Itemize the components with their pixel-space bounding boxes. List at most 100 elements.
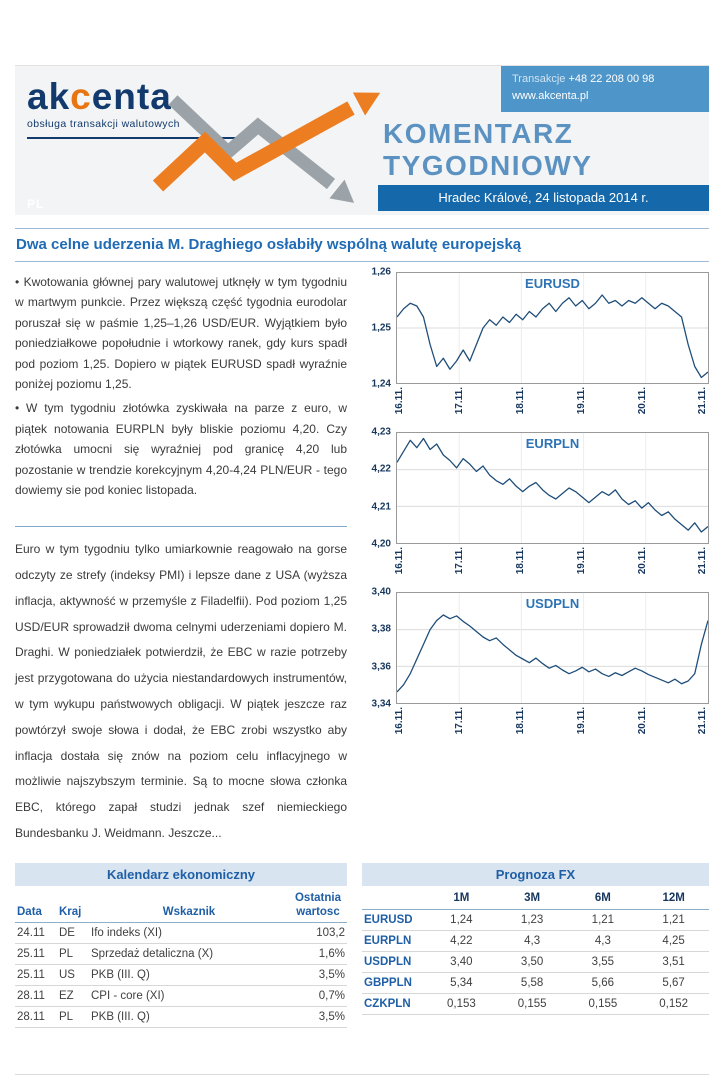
table-row: 28.11 PL PKB (III. Q) 3,5%	[15, 1006, 347, 1029]
calendar-table: Data Kraj Wskaznik Ostatnia wartosc 24.1…	[15, 888, 347, 1029]
table-cell: 0,155	[496, 993, 568, 1015]
table-row: USDPLN 3,40 3,50 3,55 3,51	[362, 951, 709, 973]
newsletter-title-line2: TYGODNIOWY	[383, 149, 593, 181]
chart-plot-area: EURPLN	[396, 432, 709, 544]
table-cell: EURUSD	[362, 909, 426, 931]
table-row: EURUSD 1,24 1,23 1,21 1,21	[362, 909, 709, 931]
orange-up-arrow-line	[152, 101, 355, 192]
table-row: 25.11 US PKB (III. Q) 3,5%	[15, 964, 347, 987]
x-tick-label: 16.11.	[393, 547, 405, 575]
col-header-12m: 12M	[638, 888, 709, 910]
x-tick-label: 17.11.	[454, 547, 466, 575]
table-cell: 4,25	[638, 930, 709, 952]
chart-plot-area: USDPLN	[396, 592, 709, 704]
charts-column: 1,26 1,25 1,24 EURUSD 16.11. 17.11. 18.11. 19…	[362, 267, 709, 847]
trend-arrows-graphic	[152, 82, 388, 215]
contact-phone-line: Transakcje +48 22 208 00 98	[512, 71, 698, 88]
y-tick-label: 4,20	[371, 538, 391, 550]
contact-label: Transakcje	[512, 73, 566, 85]
table-cell: PL	[57, 943, 89, 966]
forecast-header-row: 1M 3M 6M 12M	[362, 888, 709, 910]
chart-eurusd: 1,26 1,25 1,24 EURUSD 16.11. 17.11. 18.11. 19…	[362, 267, 709, 424]
y-tick-label: 3,40	[371, 586, 391, 598]
chart-y-axis: 4,23 4,22 4,21 4,20	[362, 427, 396, 550]
table-cell: Ifo indeks (XI)	[89, 922, 289, 945]
calendar-title: Kalendarz ekonomiczny	[15, 862, 347, 886]
x-tick-label: 19.11.	[575, 547, 587, 575]
x-tick-label: 16.11.	[393, 707, 405, 735]
article-bullet-1: • Kwotowania głównej pary walutowej utkn…	[15, 275, 347, 391]
table-row: GBPPLN 5,34 5,58 5,66 5,67	[362, 972, 709, 994]
chart-x-axis: 16.11. 17.11. 18.11. 19.11. 20.11. 21.11.	[393, 384, 709, 424]
table-cell: 1,21	[567, 909, 639, 931]
date-banner: Hradec Králové, 24 listopada 2014 r.	[378, 185, 709, 211]
table-cell: 4,3	[567, 930, 639, 952]
table-cell: 0,153	[426, 993, 497, 1015]
chart-title: USDPLN	[525, 596, 580, 611]
table-cell: 3,55	[567, 951, 639, 973]
table-cell: 0,152	[638, 993, 709, 1015]
col-header-kraj: Kraj	[57, 888, 89, 924]
x-tick-label: 19.11.	[575, 387, 587, 415]
data-series-line	[397, 439, 708, 533]
y-tick-label: 1,24	[371, 378, 391, 390]
chart-line-svg	[397, 273, 708, 383]
y-tick-label: 3,34	[371, 698, 391, 710]
arrows-svg	[152, 92, 381, 203]
table-row: 28.11 EZ CPI - core (XI) 0,7%	[15, 985, 347, 1008]
col-header-6m: 6M	[567, 888, 639, 910]
logo-part2: enta	[91, 76, 172, 117]
table-cell: 1,21	[638, 909, 709, 931]
x-tick-label: 20.11.	[636, 707, 648, 735]
table-cell: 24.11	[15, 922, 57, 945]
table-cell: CPI - core (XI)	[89, 985, 289, 1008]
table-cell: 5,66	[567, 972, 639, 994]
chart-line-svg	[397, 593, 708, 703]
x-tick-label: 21.11.	[697, 387, 709, 415]
col-header-3m: 3M	[496, 888, 568, 910]
col-header-wskaznik: Wskaznik	[89, 888, 289, 924]
data-series-line	[397, 615, 708, 692]
table-cell: USDPLN	[362, 951, 426, 973]
x-tick-label: 19.11.	[575, 707, 587, 735]
table-cell: PKB (III. Q)	[89, 964, 289, 987]
table-cell: 5,58	[496, 972, 568, 994]
chart-plot-area: EURUSD	[396, 272, 709, 384]
logo-accent-letter: c	[70, 76, 92, 117]
col-header-wartosc: Ostatnia wartosc	[289, 888, 347, 924]
article-headline: Dwa celne uderzenia M. Draghiego osłabił…	[15, 228, 709, 262]
data-series-line	[397, 295, 708, 378]
fx-forecast-panel: Prognoza FX 1M 3M 6M 12M EURUSD 1,24 1,23 1…	[362, 862, 709, 1029]
akcenta-logo: akcenta obsługa transakcji walutowych	[27, 78, 245, 139]
x-tick-label: 18.11.	[515, 387, 527, 415]
chart-y-axis: 1,26 1,25 1,24	[362, 267, 396, 390]
economic-calendar-panel: Kalendarz ekonomiczny Data Kraj Wskaznik…	[15, 862, 347, 1029]
chart-title: EURUSD	[525, 276, 580, 291]
bottom-section: Kalendarz ekonomiczny Data Kraj Wskaznik…	[15, 862, 709, 1029]
chart-x-axis: 16.11. 17.11. 18.11. 19.11. 20.11. 21.11.	[393, 544, 709, 584]
x-tick-label: 16.11.	[393, 387, 405, 415]
article-bullet-2: • W tym tygodniu złotówka zyskiwała na p…	[15, 401, 347, 497]
table-cell: 4,22	[426, 930, 497, 952]
logo-wordmark: akcenta	[27, 78, 245, 115]
chart-y-axis: 3,40 3,38 3,36 3,34	[362, 587, 396, 710]
table-cell: 25.11	[15, 964, 57, 987]
main-content: • Kwotowania głównej pary walutowej utkn…	[15, 267, 709, 847]
col-header-1m: 1M	[426, 888, 497, 910]
newsletter-title: KOMENTARZ TYGODNIOWY	[383, 118, 592, 182]
y-tick-label: 1,25	[371, 322, 391, 334]
table-cell: 3,51	[638, 951, 709, 973]
contact-box: Transakcje +48 22 208 00 98 www.akcenta.…	[501, 66, 709, 113]
table-cell: 3,5%	[289, 1006, 347, 1029]
website-link[interactable]: www.akcenta.pl	[512, 90, 589, 103]
x-tick-label: 21.11.	[697, 547, 709, 575]
table-cell: EZ	[57, 985, 89, 1008]
footer-divider	[15, 1074, 709, 1075]
contact-phone: +48 22 208 00 98	[568, 73, 655, 85]
y-tick-label: 3,36	[371, 661, 391, 673]
orange-arrowhead	[352, 92, 381, 116]
table-row: 25.11 PL Sprzedaż detaliczna (X) 1,6%	[15, 943, 347, 966]
table-cell: 25.11	[15, 943, 57, 966]
x-tick-label: 18.11.	[515, 707, 527, 735]
chart-x-axis: 16.11. 17.11. 18.11. 19.11. 20.11. 21.11.	[393, 704, 709, 744]
